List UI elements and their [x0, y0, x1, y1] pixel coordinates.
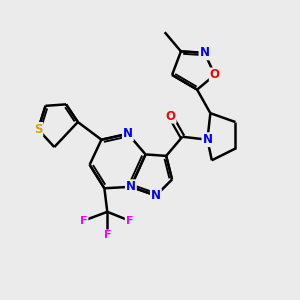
Text: N: N	[202, 133, 212, 146]
Text: F: F	[126, 216, 133, 226]
Text: N: N	[123, 127, 133, 140]
Text: O: O	[210, 68, 220, 81]
Text: N: N	[200, 46, 209, 59]
Text: O: O	[166, 110, 176, 123]
Text: N: N	[151, 189, 161, 202]
Text: F: F	[80, 216, 88, 226]
Text: N: N	[126, 180, 136, 193]
Text: F: F	[103, 230, 111, 240]
Text: S: S	[34, 123, 42, 136]
